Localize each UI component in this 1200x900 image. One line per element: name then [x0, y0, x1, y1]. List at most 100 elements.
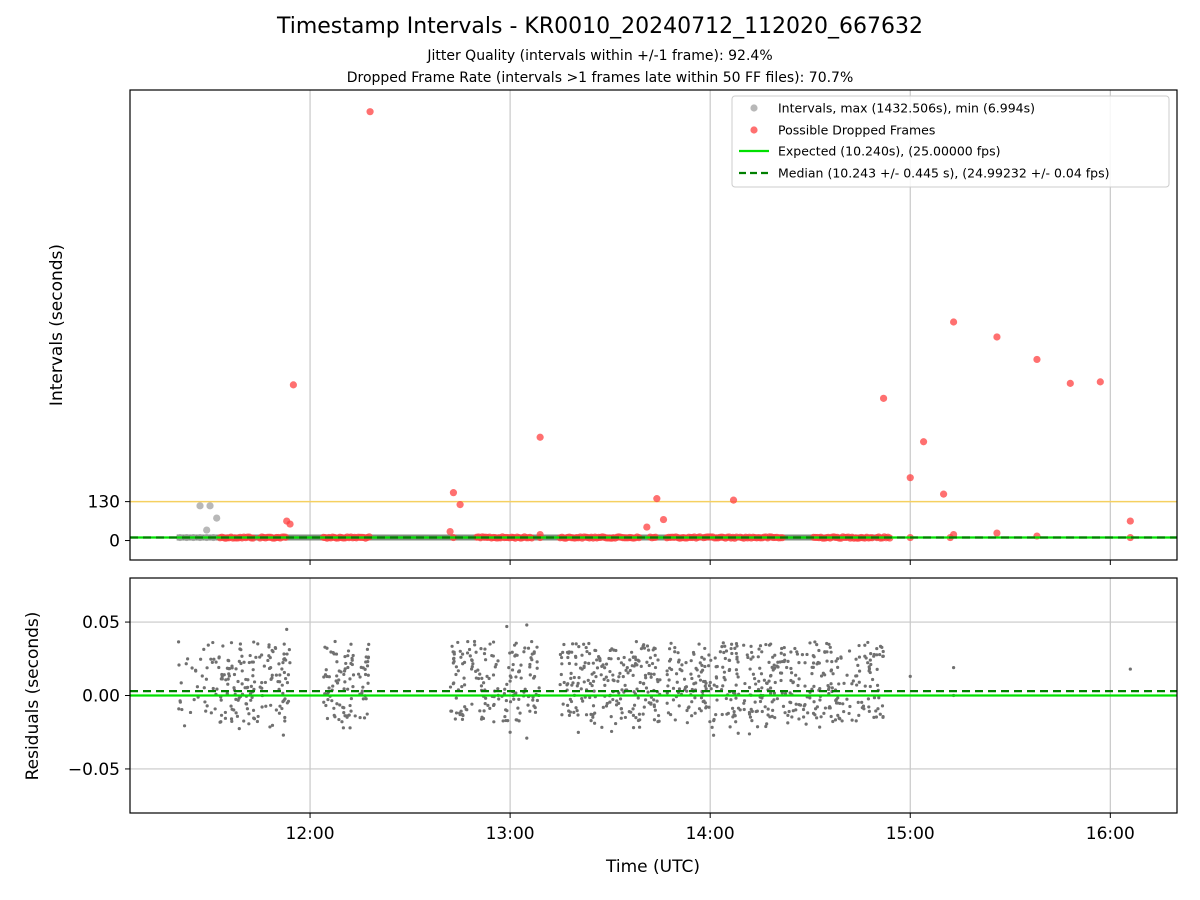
residual-point [343, 667, 347, 671]
residual-point [850, 682, 854, 686]
residual-point [625, 666, 629, 670]
residual-point [629, 710, 633, 714]
residual-point [218, 720, 222, 724]
residual-point [452, 681, 456, 685]
residual-point [509, 675, 513, 679]
dropped-frame-point [993, 529, 1001, 537]
residual-point [465, 651, 470, 655]
residuals-plot-area [130, 623, 1177, 740]
residual-point [665, 673, 669, 677]
residual-point [274, 673, 278, 677]
residual-point [872, 654, 876, 658]
residual-point [227, 659, 231, 663]
residual-point [803, 684, 807, 688]
residual-point [248, 653, 252, 658]
residual-point [635, 663, 639, 667]
residual-point [360, 689, 364, 693]
residual-point [794, 673, 798, 677]
residual-point [636, 696, 640, 700]
residual-point [504, 698, 508, 703]
x-tick-label: 14:00 [686, 824, 735, 844]
residual-point [747, 732, 752, 736]
residual-point [642, 705, 646, 709]
residual-point [604, 704, 609, 708]
residual-point [758, 644, 763, 648]
residual-point [603, 683, 607, 688]
residual-point [232, 672, 237, 677]
residual-point [639, 664, 643, 669]
residual-point [770, 700, 774, 704]
residual-point [535, 660, 539, 664]
residual-point [230, 664, 234, 668]
residual-point [845, 673, 849, 677]
residual-point [624, 668, 628, 672]
residual-point [278, 704, 282, 708]
residual-point [755, 709, 759, 713]
residual-point [689, 659, 693, 663]
residual-point [366, 681, 370, 685]
residual-point [815, 716, 819, 720]
residual-point [772, 663, 776, 667]
residual-point [823, 673, 827, 677]
residual-point [850, 718, 854, 722]
residual-point [501, 719, 505, 723]
residual-point [642, 681, 646, 685]
residual-point [260, 705, 264, 709]
residual-point [483, 658, 488, 662]
residual-point [591, 679, 596, 683]
residual-point [712, 683, 716, 687]
residual-point [783, 711, 787, 715]
residual-point [337, 717, 341, 722]
residual-point [504, 708, 508, 712]
residual-point [732, 713, 737, 717]
residual-point [770, 665, 774, 669]
residual-point [358, 715, 362, 720]
residual-point [869, 652, 873, 656]
residual-point [572, 710, 576, 715]
residual-point [361, 685, 365, 689]
residual-point [643, 698, 648, 702]
residual-point [642, 643, 646, 647]
residual-point [351, 653, 355, 658]
residual-point [773, 680, 777, 685]
residual-point [736, 731, 740, 735]
residual-point [567, 709, 571, 713]
residual-point [760, 686, 764, 690]
residual-point [649, 672, 653, 676]
residual-point [753, 700, 757, 704]
residual-point [623, 683, 627, 688]
residual-point [614, 648, 618, 653]
residual-point [251, 708, 256, 712]
residual-point [665, 669, 669, 673]
residual-point [209, 711, 213, 715]
residual-point [804, 722, 808, 726]
residual-point [684, 685, 689, 689]
residual-point [857, 713, 861, 717]
residual-point [466, 639, 470, 644]
residual-point [825, 641, 829, 646]
residual-point [217, 656, 221, 660]
residual-point [232, 686, 236, 690]
residual-point [833, 718, 838, 722]
residual-point [728, 725, 732, 729]
residual-point [771, 708, 775, 712]
residual-point [653, 646, 657, 651]
residual-point [766, 707, 770, 711]
residual-point [806, 711, 810, 715]
residual-point [867, 709, 871, 713]
residual-point [199, 657, 203, 661]
residual-point [697, 707, 702, 711]
residual-point [339, 670, 343, 674]
residual-point [847, 649, 852, 653]
residual-point [470, 702, 474, 706]
residual-point [517, 697, 521, 702]
residual-point [735, 657, 739, 661]
residual-point [325, 674, 329, 679]
residual-point [514, 653, 518, 657]
residual-point [608, 700, 612, 704]
residual-point [212, 657, 216, 661]
residual-point [606, 678, 610, 683]
residual-point [908, 674, 912, 679]
residual-point [280, 706, 284, 711]
residual-point [333, 639, 337, 644]
